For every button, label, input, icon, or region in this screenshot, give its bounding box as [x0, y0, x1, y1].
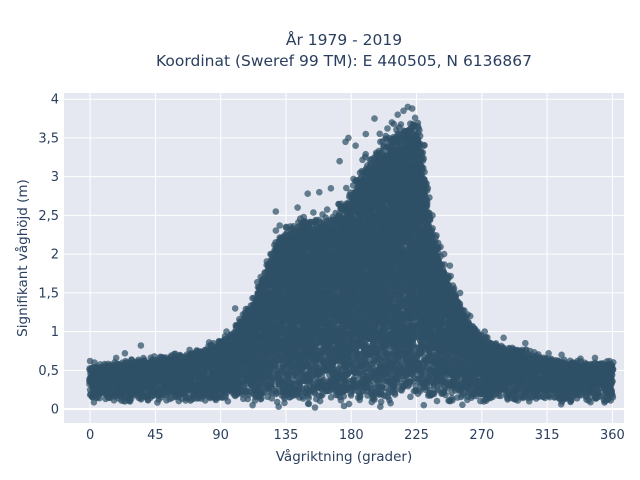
data-points: [86, 103, 617, 411]
data-point: [258, 395, 265, 402]
data-point: [305, 400, 313, 408]
